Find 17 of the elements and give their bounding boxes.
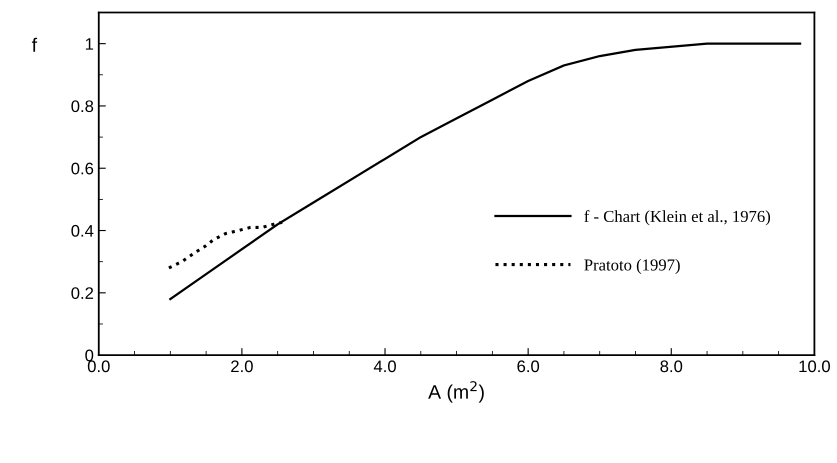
y-tick-label: 0 <box>85 350 94 362</box>
y-tick-label: 1 <box>86 38 94 50</box>
x-tick-label: 8.0 <box>660 360 682 372</box>
x-tick-label: 4.0 <box>374 360 396 372</box>
x-tick-label: 2.0 <box>231 360 253 372</box>
line-series <box>169 42 802 300</box>
x-tick-label: 10.0 <box>799 360 830 372</box>
y-tick-label: 0.6 <box>71 162 94 174</box>
x-tick-label: 6.0 <box>517 360 540 372</box>
legend-label: f - Chart (Klein et al., 1976) <box>584 210 770 226</box>
y-tick-label: 0.4 <box>71 224 94 237</box>
y-tick-label: 0.8 <box>71 100 94 112</box>
x-tick-label: 0.0 <box>88 360 110 372</box>
y-axis-title: f <box>32 38 38 52</box>
x-axis-title: A (m$^{2}$) <box>428 381 484 403</box>
y-tick-label: 0.2 <box>71 287 94 300</box>
legend-label: Pratoto (1997) <box>584 258 680 274</box>
